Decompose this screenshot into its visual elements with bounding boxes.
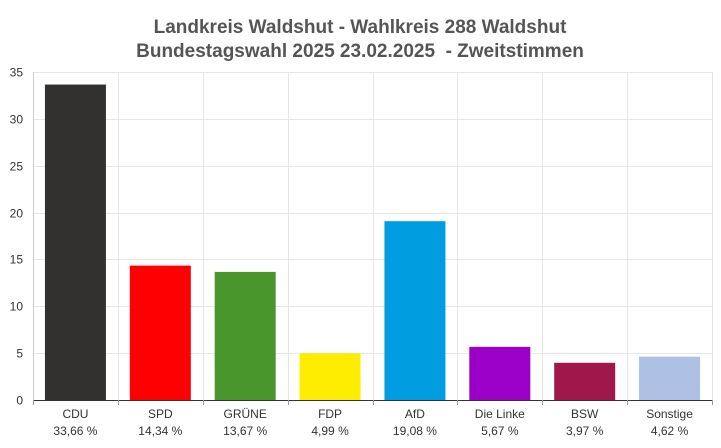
category-label: SPD xyxy=(148,407,173,421)
value-label: 4,99 % xyxy=(311,424,349,438)
y-tick-label: 30 xyxy=(10,113,24,127)
axis-layer: 0 5 10 15 20 25 30 35 xyxy=(10,66,713,408)
category-label: FDP xyxy=(318,407,342,421)
bar-gr-ne xyxy=(214,271,276,400)
value-label: 4,62 % xyxy=(651,424,689,438)
category-label: BSW xyxy=(571,407,599,421)
value-label: 33,66 % xyxy=(53,424,97,438)
bar-layer xyxy=(44,84,701,401)
y-tick-label: 35 xyxy=(10,66,24,80)
y-tick-label: 10 xyxy=(10,300,24,314)
bar-bsw xyxy=(554,362,616,400)
category-label: CDU xyxy=(62,407,88,421)
value-label: 5,67 % xyxy=(481,424,519,438)
y-tick-label: 5 xyxy=(16,347,23,361)
category-label: GRÜNE xyxy=(224,407,267,421)
bar-afd xyxy=(384,221,446,400)
bar-die-linke xyxy=(469,346,531,400)
chart-subtitle: Bundestagswahl 2025 23.02.2025 - Zweitst… xyxy=(136,41,584,62)
chart-title: Landkreis Waldshut - Wahlkreis 288 Walds… xyxy=(154,17,567,38)
value-label: 3,97 % xyxy=(566,424,604,438)
category-label: Die Linke xyxy=(475,407,525,421)
y-tick-label: 25 xyxy=(10,160,24,174)
y-tick-label: 15 xyxy=(10,253,24,267)
grid-layer xyxy=(33,72,713,400)
bar-spd xyxy=(129,265,191,400)
bar-cdu xyxy=(44,84,106,401)
label-layer: CDU 33,66 % SPD 14,34 % GRÜNE 13,67 % FDP 4,99 … xyxy=(53,407,693,438)
value-label: 19,08 % xyxy=(393,424,437,438)
y-tick-label: 20 xyxy=(10,207,24,221)
y-tick-label: 0 xyxy=(16,394,23,408)
category-label: AfD xyxy=(405,407,425,421)
value-label: 14,34 % xyxy=(138,424,182,438)
bar-sonstige xyxy=(639,356,701,400)
bar-fdp xyxy=(299,353,361,400)
category-label: Sonstige xyxy=(646,407,693,421)
value-label: 13,67 % xyxy=(223,424,267,438)
